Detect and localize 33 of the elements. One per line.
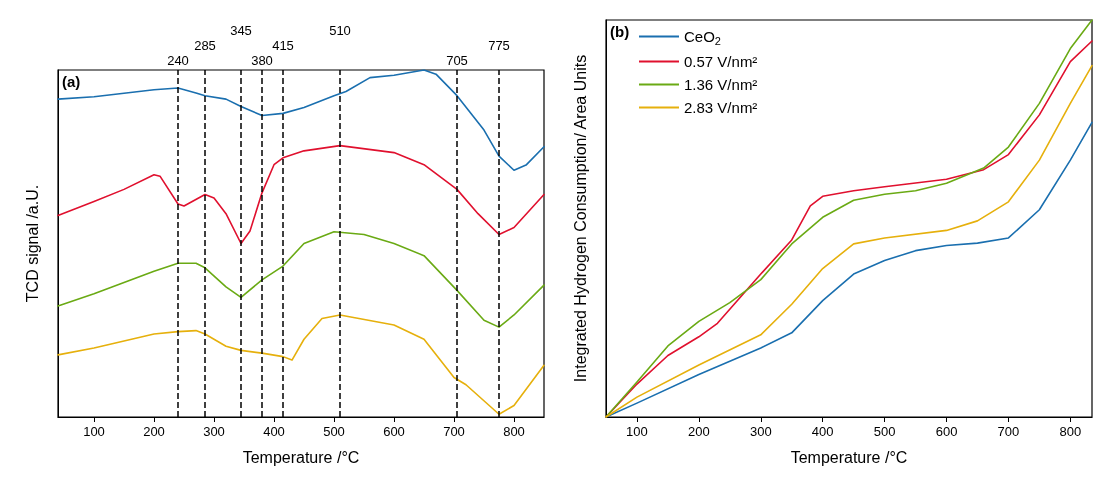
ref-line-label: 380 (251, 53, 273, 68)
ref-line-label: 775 (488, 38, 510, 53)
x-tick-label: 800 (1059, 424, 1082, 439)
x-tick-label: 200 (143, 424, 165, 439)
x-tick-label: 800 (503, 424, 525, 439)
x-tick-label: 600 (935, 424, 958, 439)
x-tick-label: 300 (749, 424, 772, 439)
x-tick-label: 600 (383, 424, 405, 439)
y-axis-title: Integrated Hydrogen Consumption/ Area Units (571, 54, 589, 383)
legend-label: 2.83 V/nm² (684, 99, 758, 116)
ref-line-label: 240 (167, 53, 189, 68)
legend-label: 0.57 V/nm² (684, 53, 758, 70)
x-tick-label: 500 (873, 424, 896, 439)
x-axis-title: Temperature /°C (242, 448, 360, 466)
ref-line-label: 345 (230, 23, 252, 38)
ref-line-label: 285 (194, 38, 216, 53)
x-tick-label: 300 (203, 424, 225, 439)
x-tick-label: 700 (997, 424, 1020, 439)
y-axis-title: TCD signal /a.U. (23, 184, 41, 303)
x-tick-label: 500 (323, 424, 345, 439)
x-tick-label: 700 (443, 424, 465, 439)
x-tick-label: 400 (811, 424, 834, 439)
x-tick-label: 400 (263, 424, 285, 439)
legend-label: 1.36 V/nm² (684, 76, 758, 93)
x-tick-label: 100 (83, 424, 105, 439)
annotation: (b) (610, 23, 630, 40)
annotation: (a) (62, 73, 81, 90)
x-axis-title: Temperature /°C (790, 448, 908, 466)
ref-line-label: 415 (272, 38, 294, 53)
ref-line-label: 510 (329, 23, 351, 38)
ref-line-label: 705 (446, 53, 468, 68)
x-tick-label: 100 (626, 424, 648, 439)
x-tick-label: 200 (688, 424, 710, 439)
